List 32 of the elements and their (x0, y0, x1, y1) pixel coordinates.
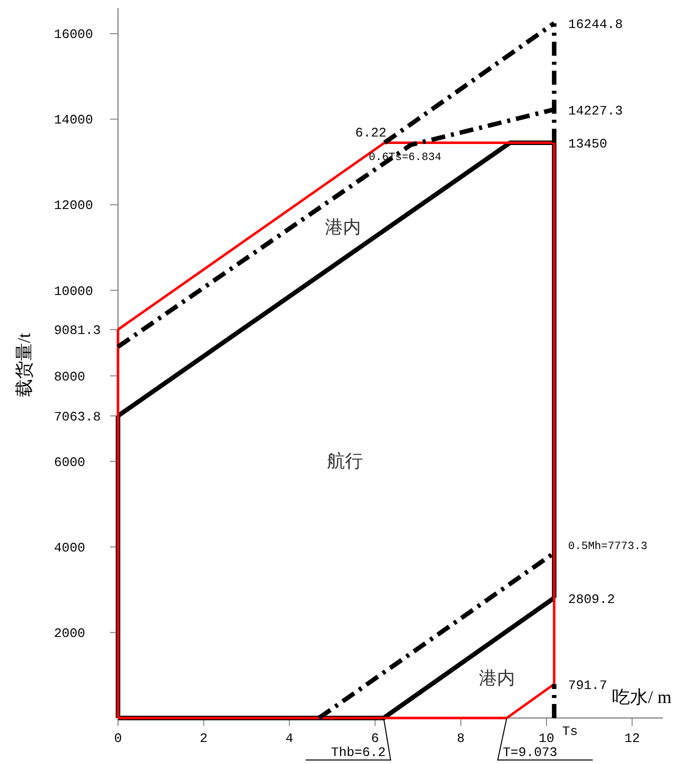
y-tick-label: 8000 (54, 369, 86, 384)
annotation: T=9.073 (502, 745, 558, 760)
annotation: 16244.8 (568, 17, 623, 32)
y-tick-label: 9081.3 (54, 323, 101, 338)
y-tick-label: 10000 (54, 284, 94, 299)
y-tick-label: 2000 (54, 626, 86, 641)
x-axis-title: 吃水/ m (612, 687, 672, 707)
y-tick-label: 4000 (54, 540, 86, 556)
annotation: 14227.3 (568, 103, 623, 118)
annotation: Thb=6.2 (331, 745, 386, 760)
x-tick-label: 12 (624, 731, 640, 746)
x-tick-label: 6 (371, 731, 379, 746)
x-tick-label: 10 (538, 731, 554, 746)
annotation: 6.22 (355, 126, 386, 141)
annotation: 港内 (325, 217, 361, 237)
annotation: 航行 (327, 451, 363, 471)
y-tick-label: 7063.8 (54, 409, 101, 424)
x-tick-label: 2 (200, 731, 208, 746)
annotation: 0.5Mh=7773.3 (568, 540, 648, 553)
y-tick-label: 12000 (54, 198, 94, 214)
annotation: 791.7 (568, 678, 608, 694)
x-tick-label: 4 (285, 731, 294, 746)
annotation: 13450 (568, 136, 608, 152)
y-tick-label: 6000 (54, 454, 86, 470)
y-tick-label: 16000 (54, 27, 94, 42)
annotation: 2809.2 (568, 592, 615, 607)
annotation: 港内 (479, 668, 515, 688)
x-tick-label: 8 (456, 731, 465, 746)
annotation: Ts (562, 724, 578, 739)
y-tick-label: 14000 (54, 112, 94, 128)
x-tick-label: 0 (114, 731, 122, 746)
y-axis-title: 载货量/t (14, 332, 34, 398)
